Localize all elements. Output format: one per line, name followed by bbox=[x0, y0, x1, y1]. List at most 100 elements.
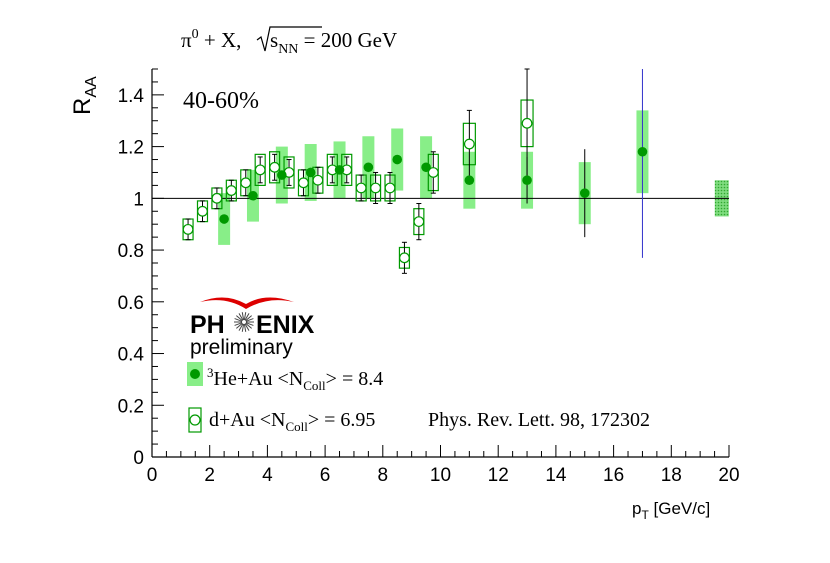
dau-marker bbox=[312, 174, 324, 186]
legend-he3au-main: He+Au <N bbox=[214, 368, 304, 390]
y-axis-label: RAA bbox=[69, 76, 100, 115]
legend-dau-syst-swatch bbox=[188, 407, 202, 433]
y-tick-label: 0.4 bbox=[118, 345, 145, 366]
logo-star-ray bbox=[244, 323, 250, 331]
he3au-marker bbox=[219, 214, 229, 224]
legend-he3au-marker bbox=[190, 369, 200, 379]
x-tick-label: 16 bbox=[603, 465, 624, 486]
legend-dau-sub: Coll bbox=[285, 419, 308, 434]
dau-marker bbox=[413, 216, 425, 228]
phenix-logo: PH ENIX preliminary bbox=[190, 297, 315, 359]
y-tick-label: 0.6 bbox=[118, 293, 144, 314]
dau-marker bbox=[399, 252, 410, 264]
dau-marker bbox=[197, 205, 208, 217]
dau-marker bbox=[370, 182, 381, 194]
xlabel-tail: [GeV/c] bbox=[649, 499, 710, 518]
sqrt-symbol bbox=[256, 26, 322, 52]
logo-star-ray bbox=[241, 323, 245, 332]
he3au-marker bbox=[421, 162, 431, 173]
ylabel-main: R bbox=[69, 98, 96, 115]
y-tick-label: 0 bbox=[133, 448, 144, 469]
logo-star-ray bbox=[238, 313, 244, 321]
dau-marker bbox=[384, 182, 396, 194]
y-tick-label: 1 bbox=[133, 189, 144, 210]
legend-dau-tail: > = 6.95 bbox=[308, 409, 376, 431]
xlabel-sub: T bbox=[641, 508, 649, 522]
he3au-marker bbox=[277, 170, 287, 180]
y-tick-label: 1.4 bbox=[118, 86, 145, 107]
y-tick-label: 1.2 bbox=[118, 138, 144, 159]
logo-wing-icon bbox=[200, 297, 294, 309]
logo-star-ray bbox=[245, 315, 252, 322]
title-sup: 0 bbox=[192, 27, 199, 42]
logo-star-ray bbox=[234, 318, 243, 322]
dau-marker bbox=[211, 192, 223, 204]
logo-star-ray bbox=[245, 318, 254, 322]
legend-he3au-sub: Coll bbox=[303, 378, 326, 393]
logo-star-ray bbox=[236, 322, 243, 329]
dau-marker bbox=[254, 164, 266, 176]
y-tick-label: 0.2 bbox=[118, 396, 144, 417]
title-tail: = 200 GeV bbox=[298, 28, 397, 52]
he3au-marker bbox=[248, 190, 258, 201]
x-tick-label: 14 bbox=[545, 465, 567, 486]
logo-star-ray bbox=[245, 322, 252, 329]
title-rest: + X, bbox=[199, 28, 242, 52]
x-tick-label: 4 bbox=[262, 465, 273, 486]
logo-text-right: ENIX bbox=[256, 311, 315, 339]
y-tick-label: 0.8 bbox=[118, 241, 144, 262]
he3au-marker bbox=[579, 188, 590, 198]
dau-marker bbox=[225, 185, 237, 196]
x-axis-label: pT [GeV/c] bbox=[632, 499, 710, 522]
logo-star-ray bbox=[243, 323, 247, 332]
logo-star-ray bbox=[244, 313, 250, 321]
legend-dau-label: d+Au <NColl> = 6.95 bbox=[209, 409, 375, 434]
dau-marker bbox=[240, 177, 252, 189]
logo-star-ray bbox=[238, 323, 244, 331]
logo-star-ray bbox=[236, 315, 243, 322]
he3au-marker bbox=[392, 154, 403, 165]
legend-he3au-tail: > = 8.4 bbox=[326, 368, 384, 390]
legend-he3au-sup: 3 bbox=[207, 365, 214, 380]
dau-marker bbox=[269, 161, 281, 173]
legend-he3au-label: 3He+Au <NColl> = 8.4 bbox=[207, 365, 383, 393]
logo-star-ray bbox=[241, 312, 245, 321]
x-tick-label: 2 bbox=[204, 465, 215, 486]
dau-marker bbox=[463, 138, 475, 150]
logo-star-ray bbox=[234, 322, 243, 326]
chart-title: π0 + X, bbox=[181, 27, 241, 52]
xlabel-main: p bbox=[632, 499, 641, 518]
he3au-marker bbox=[464, 175, 475, 186]
logo-star-ray bbox=[245, 322, 254, 326]
centrality-label: 40-60% bbox=[183, 88, 259, 114]
logo-star-icon bbox=[234, 312, 254, 332]
title-pi: π bbox=[181, 28, 192, 52]
dau-marker bbox=[182, 223, 194, 235]
dau-marker bbox=[298, 177, 309, 189]
x-tick-label: 6 bbox=[320, 465, 331, 486]
x-tick-label: 18 bbox=[661, 465, 682, 486]
title-sub: NN bbox=[278, 42, 298, 57]
he3au-marker bbox=[637, 146, 648, 157]
citation: Phys. Rev. Lett. 98, 172302 bbox=[428, 409, 650, 431]
he3au-marker bbox=[363, 162, 374, 173]
logo-subtitle: preliminary bbox=[190, 336, 293, 359]
x-tick-label: 10 bbox=[430, 465, 451, 486]
dau-marker bbox=[427, 167, 439, 178]
dau-marker bbox=[355, 182, 367, 194]
chart-title-energy: sNN = 200 GeV bbox=[270, 28, 397, 57]
x-tick-label: 8 bbox=[378, 465, 389, 486]
x-tick-label: 0 bbox=[147, 465, 158, 486]
legend-dau-marker bbox=[189, 414, 201, 426]
x-tick-label: 20 bbox=[718, 465, 739, 486]
legend-dau-main: d+Au <N bbox=[209, 409, 285, 431]
legend: 3He+Au <NColl> = 8.4 d+Au <NColl> = 6.95… bbox=[187, 362, 650, 434]
he3au-marker bbox=[305, 167, 316, 178]
logo-text-left: PH bbox=[190, 311, 225, 339]
he3au-marker bbox=[522, 175, 532, 186]
logo-star-ray bbox=[243, 312, 247, 321]
dau-marker bbox=[521, 117, 533, 129]
x-tick-label: 12 bbox=[488, 465, 509, 486]
ylabel-sub: AA bbox=[83, 76, 100, 98]
